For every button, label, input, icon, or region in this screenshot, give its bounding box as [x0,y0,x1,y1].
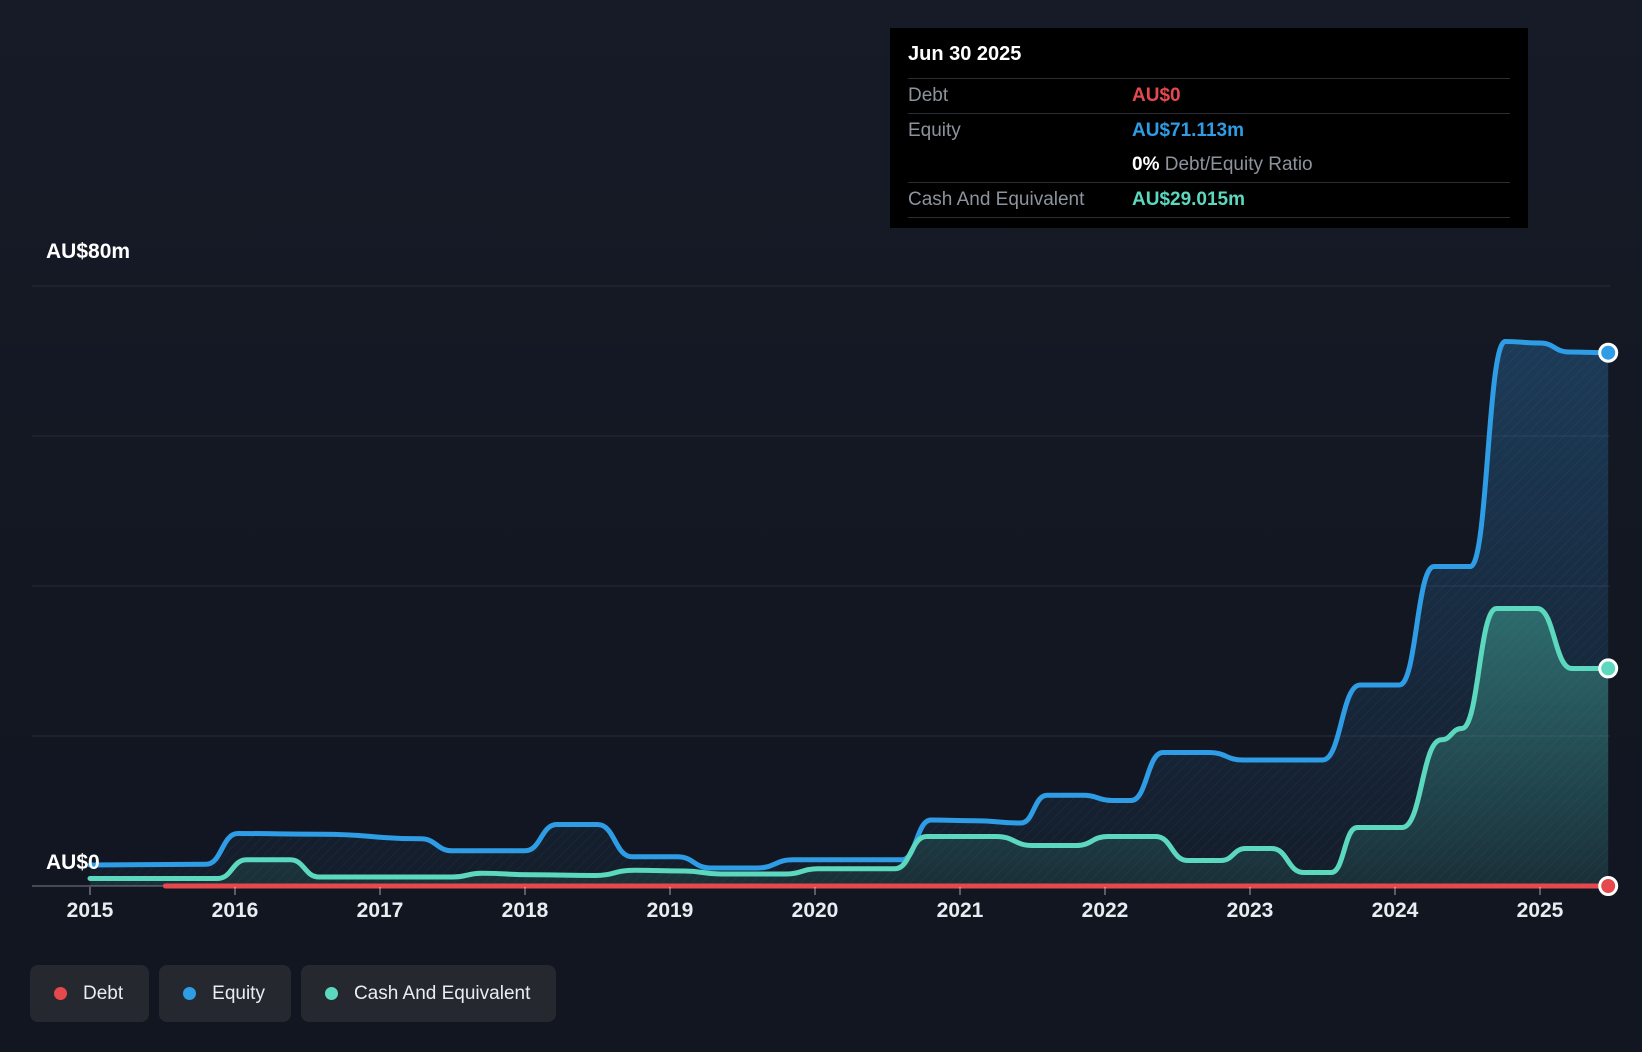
cash-legend-dot-icon [324,987,338,1000]
tooltip-row-ratio: 0% Debt/Equity Ratio [908,148,1510,183]
tooltip-row-cash: Cash And Equivalent AU$29.015m [908,183,1510,218]
tooltip-ratio-value: 0% [1132,154,1160,175]
tooltip-row-equity: Equity AU$71.113m [908,114,1510,148]
tooltip-ratio-label: Debt/Equity Ratio [1164,154,1313,175]
x-axis-label-2021: 2021 [937,899,984,922]
legend-item-debt[interactable]: Debt [30,965,150,1022]
line-layer [87,339,1619,896]
x-axis-label-2019: 2019 [647,899,694,922]
legend: Debt Equity Cash And Equivalent [30,965,557,1022]
tooltip-equity-value: AU$71.113m [1132,120,1244,141]
area-hatch-texture [90,341,1609,886]
tooltip-debt-value: AU$0 [1132,85,1181,106]
x-axis-label-2025: 2025 [1517,899,1564,922]
tooltip-date: Jun 30 2025 [908,40,1510,79]
x-axis-label-2024: 2024 [1372,899,1419,922]
x-axis-label-2020: 2020 [792,899,839,922]
cash-area [90,608,1609,886]
equity-end-marker [1598,342,1619,363]
debt-end-marker [1598,876,1619,896]
y-axis-label-80m: AU$80m [46,240,131,263]
cash-line [87,606,1611,882]
tooltip-cash-value: AU$29.015m [1132,189,1246,210]
x-axis-label-2023: 2023 [1227,899,1274,922]
x-axis-label-2022: 2022 [1082,899,1129,922]
x-axis-label-2015: 2015 [67,899,114,922]
legend-item-cash[interactable]: Cash And Equivalent [300,965,557,1022]
tooltip-cash-label: Cash And Equivalent [908,189,1085,210]
area-layer [90,341,1609,886]
y-axis-label-0: AU$0 [46,851,100,874]
cash-end-marker [1598,658,1619,679]
x-axis-label-2018: 2018 [502,899,549,922]
tooltip-row-debt: Debt AU$0 [908,79,1510,114]
debt-legend-dot-icon [54,987,67,1000]
x-axis-label-2017: 2017 [357,899,404,922]
legend-label: Cash And Equivalent [353,982,531,1004]
tooltip-equity-label: Equity [908,120,961,141]
x-axis: 2015 2016 2017 2018 2019 2020 2021 2022 2023 2024… [67,887,1564,922]
equity-line [87,339,1611,871]
legend-label: Equity [212,982,265,1004]
equity-legend-dot-icon [183,987,197,1000]
tooltip-debt-label: Debt [908,85,949,106]
legend-item-equity[interactable]: Equity [159,965,291,1022]
tooltip: Jun 30 2025 Debt AU$0 Equity AU$71.113m … [890,28,1528,228]
x-axis-label-2016: 2016 [212,899,259,922]
legend-label: Debt [83,982,124,1004]
